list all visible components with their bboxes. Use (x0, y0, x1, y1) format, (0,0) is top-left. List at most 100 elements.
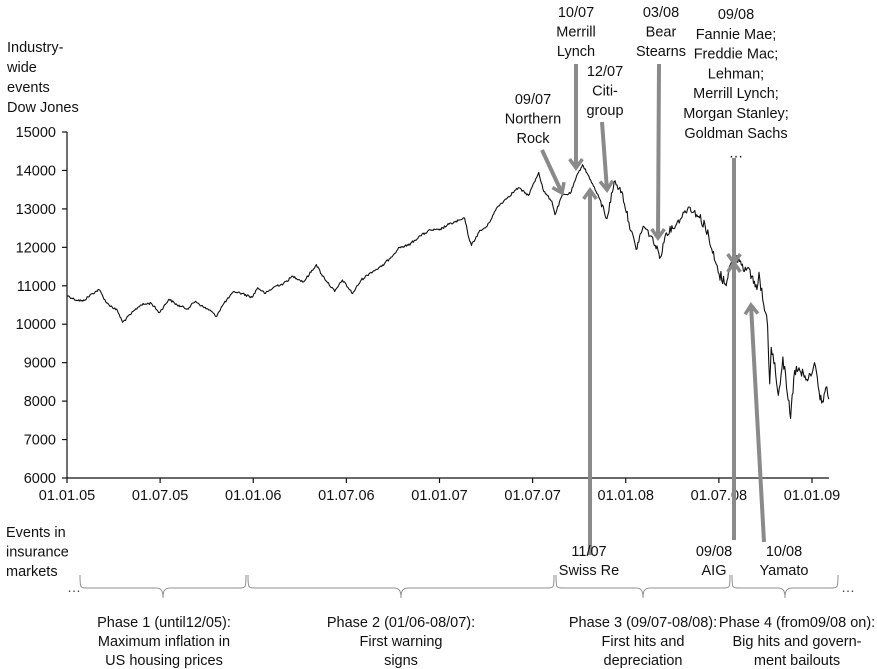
insurance-event-3-arrow (743, 301, 766, 543)
insurance-event-1-label-line-2: Swiss Re (559, 563, 619, 579)
phase-4-label-line-2: Big hits and govern- (733, 634, 862, 650)
y-axis-label-line-2: wide (6, 60, 37, 76)
industry-event-1-arrow-head (551, 181, 566, 196)
phase-1-label-line-3: US housing prices (105, 653, 223, 669)
y-tick-label: 7000 (24, 433, 56, 449)
x-tick-label: 01.07.06 (318, 488, 374, 504)
industry-event-5-label-line-7: Goldman Sachs (684, 126, 787, 142)
insurance-event-3-arrow-shaft (749, 304, 766, 543)
y-tick-label: 15000 (16, 125, 56, 141)
industry-event-4-arrow (650, 63, 666, 242)
industry-event-2-label-line-1: 10/07 (558, 5, 594, 21)
industry-event-4-label-line-2: Bear (646, 25, 677, 41)
phase-1-label-line-1: Phase 1 (until12/05): (97, 615, 231, 631)
y-tick-label: 11000 (17, 279, 56, 295)
x-tick-label: 01.01.08 (598, 488, 654, 504)
industry-event-3-label-line-1: 12/07 (587, 64, 623, 80)
industry-event-3-arrow (598, 121, 615, 194)
industry-event-3-arrow-head (598, 179, 615, 194)
industry-event-5-label-line-1: 09/08 (718, 7, 754, 23)
industry-event-2-arrow (568, 64, 584, 172)
industry-event-1-label-line-2: Northern (505, 112, 561, 128)
industry-event-5-label-line-6: Morgan Stanley; (683, 106, 789, 122)
insurance-label-line-2: insurance (6, 545, 69, 561)
event-arrows (540, 63, 766, 555)
y-tick-label: 12000 (16, 240, 56, 256)
insurance-event-2-label-line-2: AIG (702, 563, 727, 579)
industry-event-1-label-line-3: Rock (516, 131, 550, 147)
industry-event-4-arrow-head (650, 228, 666, 242)
industry-event-5-label-line-5: Merrill Lynch; (693, 86, 779, 102)
industry-event-5-label-line-2: Fannie Mae; (696, 27, 777, 43)
industry-event-3-label-line-2: Citi- (592, 84, 618, 100)
insurance-event-1-arrow-head (582, 186, 598, 200)
industry-event-5-label-line-8: … (729, 146, 744, 162)
industry-event-2-label-line-2: Merrill (556, 25, 595, 41)
x-tick-label: 01.07.08 (691, 488, 747, 504)
dow-jones-series (66, 164, 830, 419)
insurance-event-1-label-line-1: 11/07 (571, 544, 606, 560)
x-tick-label: 01.01.07 (411, 488, 467, 504)
industry-event-2-arrow-head (568, 158, 584, 172)
industry-event-4-label-line-1: 03/08 (643, 5, 679, 21)
phase-3-brace (555, 574, 731, 599)
insurance-events-label: Events in insurance markets (6, 525, 69, 580)
x-tick-label: 01.07.07 (504, 488, 560, 504)
industry-event-2-label-line-3: Lynch (557, 44, 595, 60)
y-tick-label: 8000 (24, 394, 56, 410)
ellipsis-right: … (841, 579, 855, 595)
dow-jones-line (66, 164, 830, 419)
phase-1-label-line-2: Maximum inflation in (98, 634, 230, 650)
y-tick-label: 10000 (16, 317, 56, 333)
axes (62, 131, 829, 483)
phase-3-label-line-3: depreciation (604, 653, 683, 669)
phase-4-brace (731, 574, 839, 599)
y-axis-label-line-1: Industry- (7, 40, 64, 56)
insurance-event-3-label-line-2: Yamato (760, 563, 809, 579)
phase-braces (79, 574, 839, 599)
phase-2-label-line-1: Phase 2 (01/06-08/07): (327, 615, 475, 631)
y-tick-label: 14000 (16, 163, 56, 179)
insurance-event-1-arrow (582, 186, 598, 555)
insurance-label-line-1: Events in (6, 525, 66, 541)
y-axis-label: Industry-wide events Dow Jones (6, 40, 79, 116)
event-labels: 09/07 Northern Rock 10/07 Merrill Lynch 12/07 C… (505, 5, 809, 579)
insurance-event-2-label-line-1: 09/08 (696, 544, 732, 560)
industry-event-3-arrow-shaft (600, 121, 609, 191)
industry-event-1-arrow-shaft (540, 149, 564, 194)
y-tick-label: 13000 (16, 202, 56, 218)
phase-1-brace (79, 574, 247, 599)
phase-labels: Phase 1 (until12/05): Maximum inflation i… (67, 579, 875, 669)
x-tick-label: 01.01.09 (784, 488, 840, 504)
phase-4-label-line-3: ment bailouts (754, 653, 840, 669)
y-axis-label-line-3: events (7, 80, 50, 96)
x-tick-label: 01.07.05 (132, 488, 188, 504)
y-tick-label: 6000 (24, 471, 56, 487)
insurance-event-3-arrow-head (743, 301, 760, 316)
insurance-label-line-3: markets (6, 564, 58, 580)
phase-4-label-line-1: Phase 4 (from09/08 on): (719, 615, 875, 631)
x-tick-label: 01.01.05 (39, 488, 95, 504)
y-tick-label: 9000 (24, 356, 56, 372)
phase-2-label-line-2: First warning (360, 634, 443, 650)
industry-event-3-label-line-3: group (586, 103, 623, 119)
industry-event-4-arrow-shaft (656, 63, 661, 239)
ellipsis-left: … (67, 579, 81, 595)
industry-event-4-label-line-3: Stearns (636, 44, 686, 60)
phase-2-label-line-3: signs (384, 653, 418, 669)
industry-event-1-arrow (540, 149, 566, 196)
x-tick-labels: 01.01.05 01.07.05 01.01.06 01.07.06 01.01.07… (39, 488, 840, 504)
insurance-event-2-arrow (726, 259, 742, 540)
y-tick-labels: 6000 7000 8000 9000 10000 11000 12000 13000 1400… (16, 125, 56, 487)
phase-3-label-line-1: Phase 3 (09/07-08/08): (569, 615, 717, 631)
x-tick-label: 01.01.06 (225, 488, 281, 504)
industry-event-5-label-line-4: Lehman; (708, 66, 764, 82)
y-axis-label-line-4: Dow Jones (7, 100, 79, 116)
insurance-event-2-arrow-head (726, 259, 742, 273)
industry-event-5-arrow (726, 158, 742, 267)
phase-3-label-line-2: First hits and (602, 634, 685, 650)
phase-2-brace (247, 574, 555, 599)
industry-event-1-label-line-1: 09/07 (515, 92, 551, 108)
insurance-event-3-label-line-1: 10/08 (766, 544, 802, 560)
